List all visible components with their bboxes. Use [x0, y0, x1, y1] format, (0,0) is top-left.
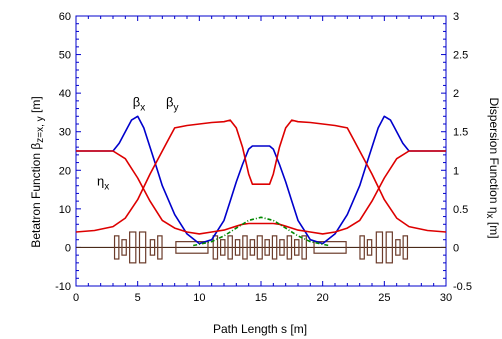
annotation-base: η — [97, 174, 104, 189]
y-axis-left-title-sub: z=x, y — [35, 116, 46, 142]
y-axis-right-title-prefix: Dispersion Function η — [487, 97, 501, 213]
lattice-element — [121, 239, 127, 256]
x-tick-label: 15 — [255, 292, 267, 304]
lattice-element — [279, 239, 285, 256]
lattice-element — [366, 239, 373, 256]
lattice-element — [149, 239, 156, 256]
lattice-element — [375, 231, 384, 264]
y-right-tick-label: 2 — [453, 88, 459, 100]
lattice-element — [157, 235, 163, 260]
annotation-sub: x — [140, 103, 145, 114]
y-left-tick-label: 30 — [59, 127, 71, 139]
accelerator-lattice — [76, 231, 446, 264]
curve-annotation: βy — [166, 95, 178, 114]
lattice-element — [227, 235, 233, 260]
lattice-element — [271, 235, 278, 260]
plot-frame — [75, 15, 447, 287]
lattice-element — [220, 239, 226, 256]
lattice-element — [301, 235, 307, 260]
y-right-tick-label: -0.5 — [453, 281, 472, 293]
series-line-beta-y — [76, 150, 446, 235]
y-right-tick-label: 0 — [453, 242, 459, 254]
series-line-green-dashed — [193, 216, 329, 247]
series-lines — [75, 115, 447, 247]
lattice-element — [294, 239, 300, 256]
y-right-tick-label: 0.5 — [453, 204, 468, 216]
annotation-base: β — [133, 95, 140, 110]
series-line-beta-x — [76, 115, 446, 245]
annotation-sub: y — [174, 103, 179, 114]
lattice-element — [242, 235, 248, 260]
curve-annotation: ηx — [97, 174, 109, 193]
y-left-tick-label: 60 — [59, 11, 71, 23]
x-tick-label: 5 — [135, 292, 141, 304]
lattice-element — [175, 241, 209, 254]
lattice-element — [264, 239, 270, 256]
lattice-element — [313, 241, 347, 254]
x-tick-label: 20 — [317, 292, 329, 304]
series-line-eta-x — [75, 119, 447, 233]
annotation-sub: x — [104, 182, 109, 193]
x-tick-label: 30 — [440, 292, 452, 304]
lattice-element — [234, 239, 241, 256]
x-tick-label: 0 — [73, 292, 79, 304]
lattice-element — [402, 235, 409, 260]
y-axis-right-title: Dispersion Function ηx [m] — [484, 97, 501, 238]
y-axis-left-title-prefix: Betatron Function β — [29, 143, 43, 248]
y-axis-right-title-suffix: [m] — [487, 219, 501, 239]
x-axis-title: Path Length s [m] — [213, 322, 307, 336]
lattice-element — [385, 231, 393, 264]
y-left-tick-label: 0 — [65, 242, 71, 254]
y-left-tick-label: 20 — [59, 165, 71, 177]
lattice-element — [212, 235, 219, 260]
lattice-element — [359, 235, 365, 260]
y-right-tick-label: 2.5 — [453, 50, 468, 62]
lattice-element — [138, 231, 147, 264]
y-axis-right-title-sub: x — [484, 214, 495, 219]
lattice-element — [256, 235, 263, 260]
y-left-tick-label: 10 — [59, 204, 71, 216]
tick-labels: 0 5 10 15 20 25 30-100102030405060-0.500.511.5… — [55, 11, 472, 304]
x-tick-label: 25 — [378, 292, 390, 304]
y-axis-left-title-suffix: [m] — [29, 96, 43, 116]
y-left-tick-label: 40 — [59, 88, 71, 100]
lattice-element — [129, 231, 137, 264]
tick-marks — [75, 15, 447, 287]
annotation-base: β — [166, 95, 173, 110]
y-right-tick-label: 3 — [453, 11, 459, 23]
y-left-tick-label: 50 — [59, 50, 71, 62]
lattice-element — [286, 235, 293, 260]
y-right-tick-label: 1 — [453, 165, 459, 177]
y-right-tick-label: 1.5 — [453, 127, 468, 139]
curve-annotation: βx — [133, 95, 145, 114]
y-axis-left-title: Betatron Function βz=x, y [m] — [29, 96, 46, 247]
y-left-tick-label: -10 — [55, 281, 71, 293]
lattice-element — [113, 235, 120, 260]
lattice-element — [395, 239, 401, 256]
x-tick-label: 10 — [193, 292, 205, 304]
lattice-element — [249, 239, 256, 256]
